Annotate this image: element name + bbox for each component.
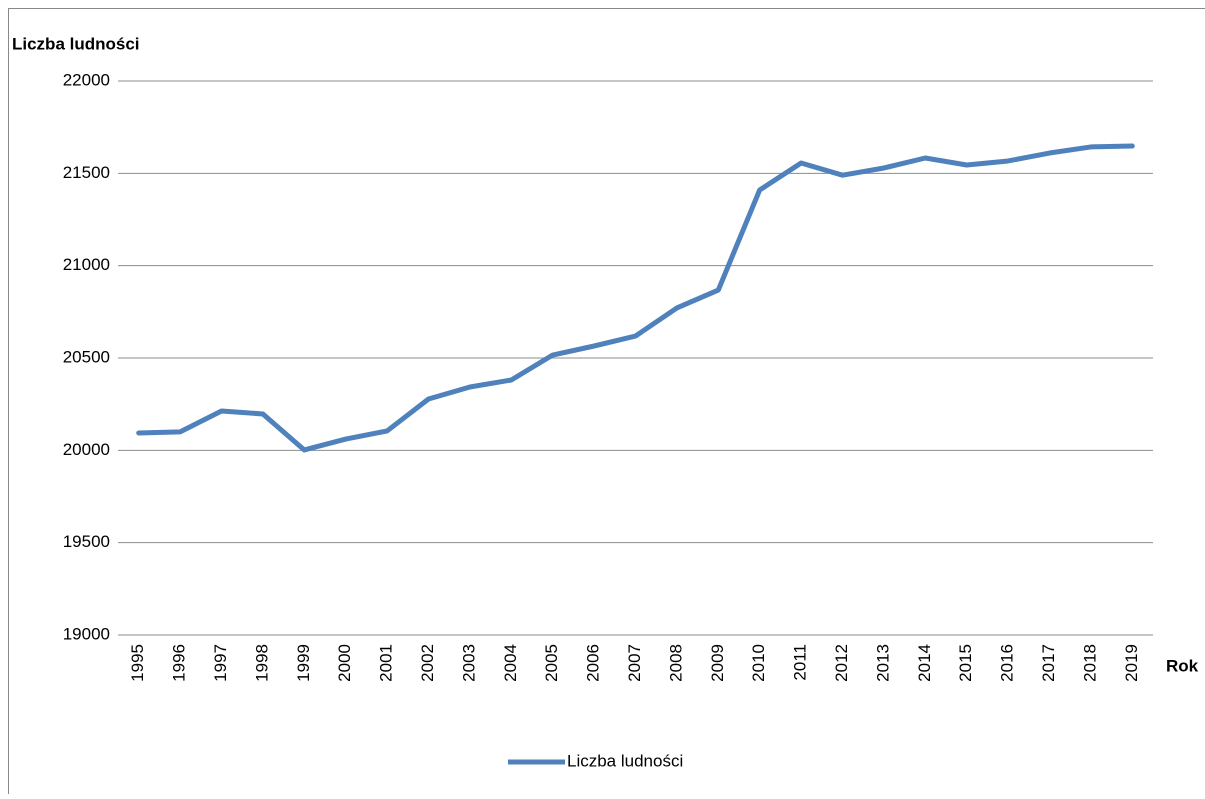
- y-tick-label: 20500: [63, 347, 110, 366]
- x-tick-label: 2011: [791, 644, 810, 681]
- y-tick-label: 19000: [63, 624, 110, 643]
- x-tick-label: 2009: [708, 644, 727, 682]
- y-tick-label: 21500: [63, 163, 110, 182]
- x-tick-label: 1998: [252, 644, 271, 682]
- x-tick-label: 2005: [542, 644, 561, 682]
- x-tick-label: 2014: [915, 644, 934, 682]
- chart-title: Liczba ludności: [12, 34, 140, 53]
- x-tick-label: 2012: [832, 644, 851, 682]
- x-tick-label: 2004: [501, 644, 520, 682]
- x-tick-label: 1997: [211, 644, 230, 682]
- x-tick-label: 1996: [170, 644, 189, 682]
- x-tick-label: 2001: [377, 644, 396, 682]
- y-tick-label: 21000: [63, 255, 110, 274]
- x-tick-label: 2015: [956, 644, 975, 682]
- x-tick-label: 2003: [459, 644, 478, 682]
- x-tick-label: 2002: [418, 644, 437, 682]
- x-tick-label: 2007: [625, 644, 644, 682]
- x-tick-label: 2017: [1039, 644, 1058, 682]
- x-tick-label: 2019: [1122, 644, 1141, 682]
- series-line: [139, 146, 1133, 450]
- legend-label: Liczba ludności: [567, 751, 683, 770]
- x-tick-label: 2006: [584, 644, 603, 682]
- x-axis-label: Rok: [1166, 656, 1199, 675]
- y-tick-label: 22000: [63, 70, 110, 89]
- x-tick-label: 1995: [128, 644, 147, 682]
- y-tick-label: 20000: [63, 440, 110, 459]
- y-tick-label: 19500: [63, 532, 110, 551]
- x-tick-label: 1999: [294, 644, 313, 682]
- x-tick-label: 2018: [1080, 644, 1099, 682]
- x-tick-label: 2008: [666, 644, 685, 682]
- x-tick-label: 2010: [749, 644, 768, 682]
- x-tick-label: 2013: [873, 644, 892, 682]
- x-tick-label: 2016: [998, 644, 1017, 682]
- x-tick-label: 2000: [335, 644, 354, 682]
